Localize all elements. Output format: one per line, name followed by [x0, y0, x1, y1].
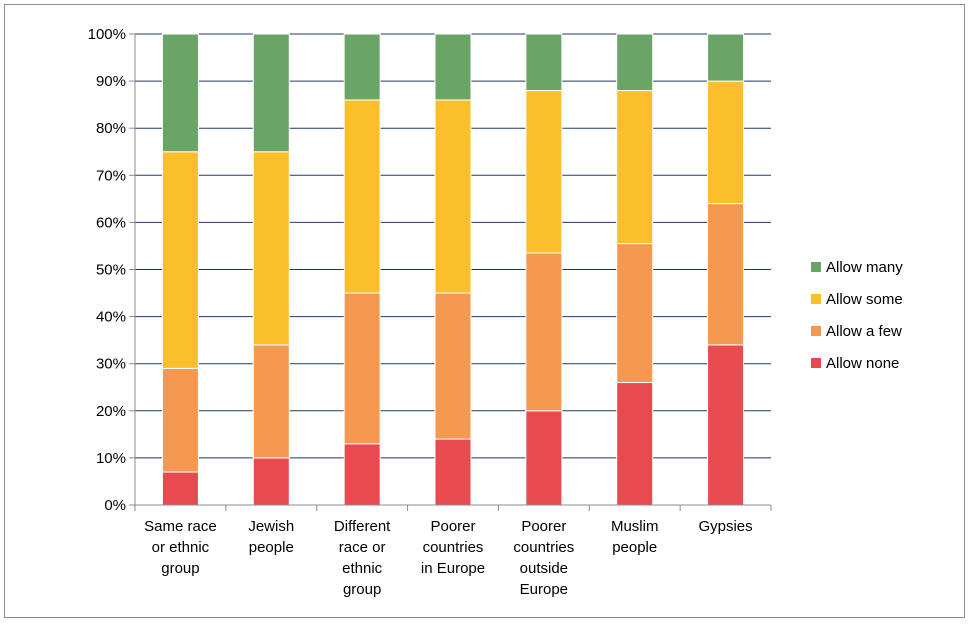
bar-segment [525, 410, 563, 506]
x-category-label: Different race or ethnic group [334, 518, 391, 598]
bar-segment [707, 80, 745, 205]
legend-label: Allow some [826, 291, 903, 308]
bar-segment [616, 90, 654, 245]
bar-segment [434, 99, 472, 294]
bar-segment [525, 252, 563, 412]
x-category-label: Gypsies [698, 518, 752, 535]
legend-swatch [811, 294, 821, 304]
legend-label: Allow none [826, 355, 899, 372]
legend-label: Allow a few [826, 323, 902, 340]
y-tick-label: 70% [96, 167, 126, 184]
x-category-label: Jewish people [248, 518, 294, 556]
y-tick-label: 30% [96, 356, 126, 373]
legend-swatch [811, 262, 821, 272]
bar-segment [707, 33, 745, 82]
bar-segment [343, 292, 381, 445]
x-category-label: Poorer countries outside Europe [513, 518, 574, 598]
bar-segment [434, 438, 472, 506]
y-tick-label: 20% [96, 403, 126, 420]
axes [129, 33, 772, 511]
y-tick-label: 100% [88, 26, 126, 43]
bars [161, 33, 745, 506]
bar-segment [525, 90, 563, 254]
x-category-label: Same race or ethnic group [144, 518, 217, 577]
y-tick-label: 50% [96, 262, 126, 279]
y-tick-label: 80% [96, 120, 126, 137]
bar-segment [252, 344, 290, 459]
bar-segment [343, 99, 381, 294]
legend-swatch [811, 358, 821, 368]
y-tick-label: 90% [96, 73, 126, 90]
legend-label: Allow many [826, 259, 903, 276]
bar-segment [252, 457, 290, 506]
y-tick-label: 60% [96, 214, 126, 231]
x-category-label: Muslim people [611, 518, 659, 556]
bar-segment [707, 203, 745, 346]
bar-segment [161, 367, 199, 473]
bar-segment [252, 151, 290, 346]
bar-segment [343, 33, 381, 101]
y-tick-label: 10% [96, 450, 126, 467]
bar-segment [161, 33, 199, 153]
legend: Allow many Allow some Allow a few Allow non… [811, 259, 903, 372]
y-tick-label: 40% [96, 309, 126, 326]
bar-segment [343, 443, 381, 506]
y-tick-labels: 0% 10% 20% 30% 40% 50% 60% 70% 80% 90% 100% [88, 26, 126, 514]
chart-frame [4, 4, 965, 618]
bar-segment [434, 33, 472, 101]
bar-segment [252, 33, 290, 153]
bar-segment [616, 33, 654, 92]
bar-segment [525, 33, 563, 92]
legend-swatch [811, 326, 821, 336]
x-category-label: Poorer countries in Europe [421, 518, 485, 577]
y-tick-label: 0% [104, 497, 126, 514]
bar-segment [707, 344, 745, 506]
bar-segment [434, 292, 472, 440]
bar-segment [616, 382, 654, 506]
x-category-labels: Same race or ethnic group Jewish people Diffe… [144, 518, 753, 598]
bar-segment [616, 243, 654, 384]
bar-segment [161, 471, 199, 506]
bar-segment [161, 151, 199, 369]
